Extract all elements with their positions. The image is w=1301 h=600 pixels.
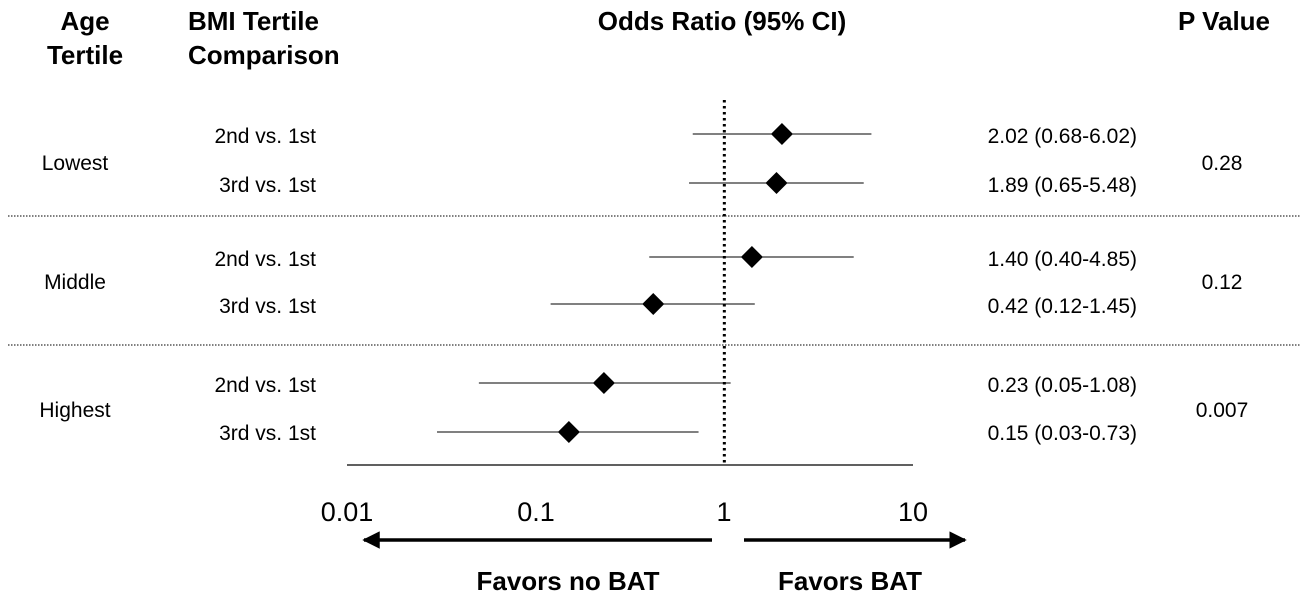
- header-p-value: P Value: [1178, 6, 1270, 36]
- row-comparison-label: 3rd vs. 1st: [219, 422, 316, 445]
- header-bmi-line1: BMI Tertile: [188, 6, 319, 36]
- row-or-text: 1.40 (0.40-4.85): [988, 248, 1137, 271]
- x-tick-label: 1: [716, 497, 731, 527]
- row-or-text: 0.42 (0.12-1.45): [988, 295, 1137, 318]
- header-odds-ratio: Odds Ratio (95% CI): [598, 6, 846, 36]
- row-comparison-label: 3rd vs. 1st: [219, 174, 316, 197]
- row-comparison-label: 2nd vs. 1st: [214, 125, 316, 148]
- row-comparison-label: 2nd vs. 1st: [214, 248, 316, 271]
- x-tick-label: 10: [898, 497, 928, 527]
- favors-no-bat-label: Favors no BAT: [477, 566, 660, 596]
- point-estimate-marker: [592, 372, 615, 394]
- p-value-lowest: 0.28: [1202, 152, 1243, 175]
- header-age-line1: Age: [60, 6, 109, 36]
- row-comparison-label: 3rd vs. 1st: [219, 295, 316, 318]
- point-estimate-marker: [642, 293, 665, 315]
- point-estimate-marker: [765, 172, 788, 194]
- x-tick-label: 0.01: [321, 497, 374, 527]
- header-bmi-line2: Comparison: [188, 40, 340, 70]
- row-or-text: 2.02 (0.68-6.02): [988, 125, 1137, 148]
- point-estimate-marker: [740, 246, 763, 268]
- header-age-line2: Tertile: [47, 40, 123, 70]
- point-estimate-marker: [770, 123, 793, 145]
- row-or-text: 1.89 (0.65-5.48): [988, 174, 1137, 197]
- row-or-text: 0.15 (0.03-0.73): [988, 422, 1137, 445]
- row-comparison-label: 2nd vs. 1st: [214, 374, 316, 397]
- row-or-text: 0.23 (0.05-1.08): [988, 374, 1137, 397]
- group-label-lowest: Lowest: [42, 152, 109, 175]
- group-label-middle: Middle: [44, 271, 106, 294]
- x-tick-label: 0.1: [517, 497, 555, 527]
- plot-marks: [347, 100, 913, 466]
- point-estimate-marker: [557, 421, 580, 443]
- favors-bat-label: Favors BAT: [778, 566, 922, 596]
- p-value-highest: 0.007: [1196, 399, 1249, 422]
- p-value-middle: 0.12: [1202, 271, 1243, 294]
- group-label-highest: Highest: [39, 399, 110, 422]
